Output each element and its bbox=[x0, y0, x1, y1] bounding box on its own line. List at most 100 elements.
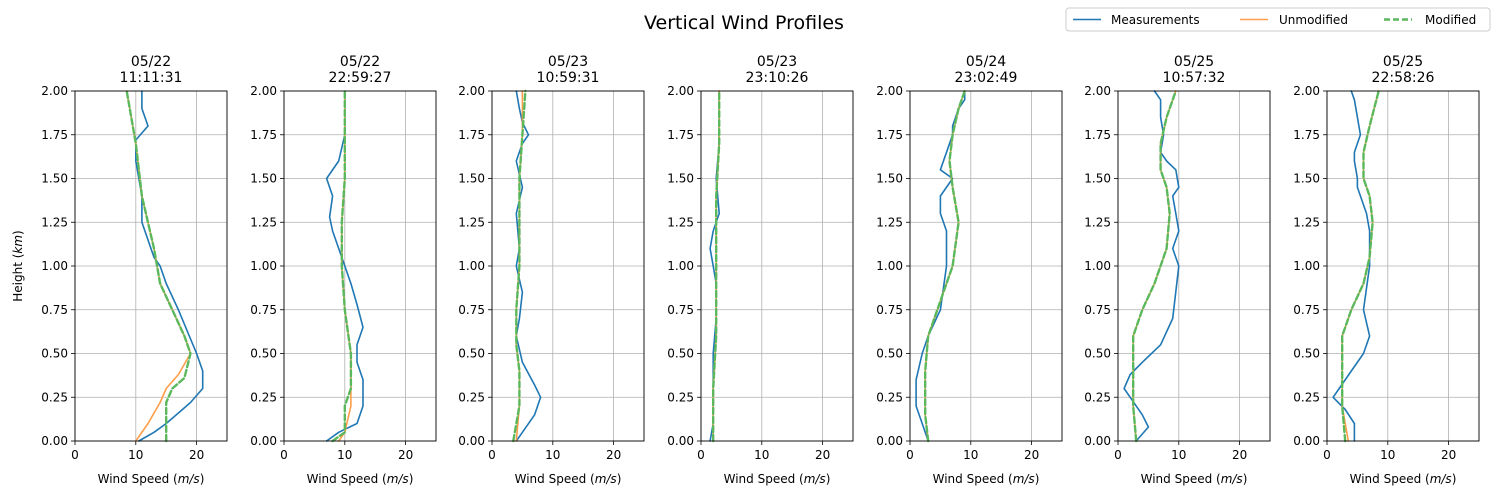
y-tick-label: 1.50 bbox=[41, 172, 68, 186]
y-tick-label: 1.00 bbox=[250, 259, 277, 273]
y-tick-label: 0.00 bbox=[876, 434, 903, 448]
y-tick-label: 1.50 bbox=[667, 172, 694, 186]
panels: 0 10 20 0.00 0.25 0.50 0.75 1.00 1.25 1.50 1.75 2.0… bbox=[11, 54, 1480, 486]
y-tick-label: 0.75 bbox=[1293, 303, 1320, 317]
x-tick-label: 10 bbox=[963, 448, 978, 462]
series-measurements bbox=[915, 90, 966, 442]
y-tick-label: 0.50 bbox=[250, 347, 277, 361]
legend-label-modified: Modified bbox=[1425, 13, 1476, 27]
x-axis-label: Wind Speed (m/s) bbox=[307, 472, 414, 486]
panel-title-date: 05/25 bbox=[1383, 54, 1423, 70]
panel-title-time: 11:11:31 bbox=[120, 70, 183, 86]
panel-title-time: 22:59:27 bbox=[329, 70, 392, 86]
series-modified bbox=[924, 89, 966, 443]
y-tick-label: 0.75 bbox=[876, 303, 903, 317]
y-tick-label: 1.00 bbox=[1293, 259, 1320, 273]
y-tick-label: 1.00 bbox=[667, 259, 694, 273]
y-tick-label: 1.75 bbox=[876, 128, 903, 142]
y-tick-label: 1.50 bbox=[876, 172, 903, 186]
y-tick-label: 2.00 bbox=[250, 84, 277, 98]
y-tick-label: 0.00 bbox=[458, 434, 485, 448]
y-tick-label: 0.25 bbox=[250, 390, 277, 404]
panel-5: 0 10 20 0.00 0.25 0.50 0.75 1.00 1.25 1.50 1.75 2.0… bbox=[876, 54, 1063, 486]
y-tick-label: 0.50 bbox=[667, 347, 694, 361]
y-tick-label: 1.25 bbox=[1084, 215, 1111, 229]
x-tick-label: 10 bbox=[1171, 448, 1186, 462]
panel-title-date: 05/24 bbox=[966, 54, 1006, 70]
y-tick-label: 0.25 bbox=[1293, 390, 1320, 404]
x-tick-label: 10 bbox=[1380, 448, 1395, 462]
y-tick-label: 1.25 bbox=[1293, 215, 1320, 229]
y-tick-label: 1.25 bbox=[458, 215, 485, 229]
x-tick-label: 0 bbox=[280, 448, 288, 462]
x-tick-label: 20 bbox=[189, 448, 204, 462]
series-modified bbox=[512, 89, 527, 443]
y-tick-label: 1.25 bbox=[876, 215, 903, 229]
panel-6: 0 10 20 0.00 0.25 0.50 0.75 1.00 1.25 1.50 1.75 2.0… bbox=[1084, 54, 1271, 486]
panel-title-time: 10:57:32 bbox=[1163, 70, 1226, 86]
panel-title-date: 05/23 bbox=[757, 54, 797, 70]
x-tick-label: 0 bbox=[697, 448, 705, 462]
legend: Measurements Unmodified Modified bbox=[1065, 7, 1491, 32]
panel-3: 0 10 20 0.00 0.25 0.50 0.75 1.00 1.25 1.50 1.75 2.0… bbox=[458, 54, 645, 486]
panel-1: 0 10 20 0.00 0.25 0.50 0.75 1.00 1.25 1.50 1.75 2.0… bbox=[11, 54, 228, 486]
series-measurements bbox=[1123, 90, 1180, 442]
y-tick-label: 1.00 bbox=[41, 259, 68, 273]
y-tick-label: 0.75 bbox=[1084, 303, 1111, 317]
y-tick-label: 2.00 bbox=[41, 84, 68, 98]
panel-2: 0 10 20 0.00 0.25 0.50 0.75 1.00 1.25 1.50 1.75 2.0… bbox=[250, 54, 437, 486]
panel-title-time: 23:10:26 bbox=[746, 70, 809, 86]
panel-4: 0 10 20 0.00 0.25 0.50 0.75 1.00 1.25 1.50 1.75 2.0… bbox=[667, 54, 854, 486]
y-tick-label: 1.75 bbox=[250, 128, 277, 142]
x-tick-label: 20 bbox=[606, 448, 621, 462]
x-tick-label: 0 bbox=[488, 448, 496, 462]
x-tick-label: 10 bbox=[754, 448, 769, 462]
x-axis-label: Wind Speed (m/s) bbox=[1350, 472, 1457, 486]
x-tick-label: 20 bbox=[1024, 448, 1039, 462]
y-tick-label: 1.25 bbox=[250, 215, 277, 229]
y-tick-label: 1.50 bbox=[1084, 172, 1111, 186]
y-tick-label: 0.25 bbox=[1084, 390, 1111, 404]
y-tick-label: 1.25 bbox=[667, 215, 694, 229]
panel-title-time: 10:59:31 bbox=[537, 70, 600, 86]
y-tick-label: 0.25 bbox=[458, 390, 485, 404]
series-modified bbox=[331, 89, 353, 443]
y-tick-label: 0.75 bbox=[250, 303, 277, 317]
series-modified bbox=[1340, 89, 1380, 443]
y-tick-label: 1.50 bbox=[250, 172, 277, 186]
y-tick-label: 2.00 bbox=[458, 84, 485, 98]
y-tick-label: 0.75 bbox=[458, 303, 485, 317]
panel-7: 0 10 20 0.00 0.25 0.50 0.75 1.00 1.25 1.50 1.75 2.0… bbox=[1293, 54, 1480, 486]
y-tick-label: 2.00 bbox=[1293, 84, 1320, 98]
y-tick-label: 1.75 bbox=[667, 128, 694, 142]
y-tick-label: 0.75 bbox=[667, 303, 694, 317]
y-tick-label: 2.00 bbox=[876, 84, 903, 98]
y-tick-label: 1.00 bbox=[458, 259, 485, 273]
panel-title-date: 05/22 bbox=[131, 54, 171, 70]
y-tick-label: 1.75 bbox=[1084, 128, 1111, 142]
y-tick-label: 1.75 bbox=[458, 128, 485, 142]
x-tick-label: 20 bbox=[1441, 448, 1456, 462]
series-modified bbox=[125, 89, 192, 443]
legend-frame bbox=[1065, 7, 1491, 32]
series-measurements bbox=[325, 90, 364, 442]
y-tick-label: 1.50 bbox=[458, 172, 485, 186]
x-axis-label: Wind Speed (m/s) bbox=[933, 472, 1040, 486]
y-tick-label: 1.75 bbox=[1293, 128, 1320, 142]
y-tick-label: 1.00 bbox=[876, 259, 903, 273]
panel-title-date: 05/22 bbox=[340, 54, 380, 70]
y-tick-label: 0.50 bbox=[41, 347, 68, 361]
x-tick-label: 0 bbox=[1114, 448, 1122, 462]
y-tick-label: 0.50 bbox=[1293, 347, 1320, 361]
x-axis-label: Wind Speed (m/s) bbox=[515, 472, 622, 486]
y-tick-label: 0.25 bbox=[667, 390, 694, 404]
panel-title-time: 23:02:49 bbox=[955, 70, 1018, 86]
y-tick-label: 0.50 bbox=[458, 347, 485, 361]
y-tick-label: 0.50 bbox=[876, 347, 903, 361]
x-tick-label: 0 bbox=[906, 448, 914, 462]
y-tick-label: 1.25 bbox=[41, 215, 68, 229]
figure-title: Vertical Wind Profiles bbox=[644, 12, 844, 34]
series-measurements bbox=[515, 90, 542, 442]
y-tick-label: 0.00 bbox=[667, 434, 694, 448]
